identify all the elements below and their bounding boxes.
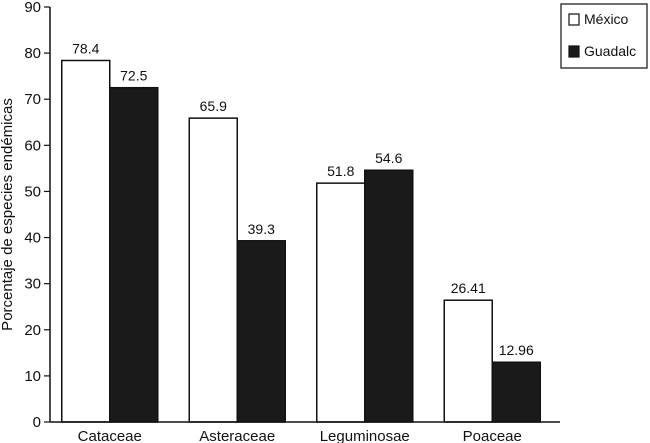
bar-mexico	[443, 299, 493, 423]
bar-guadalc	[364, 169, 414, 423]
category-label: Poaceae	[463, 428, 522, 443]
data-label: 26.41	[451, 280, 486, 296]
y-tick-label: 20	[24, 322, 41, 339]
y-tick-label: 30	[24, 276, 41, 293]
y-axis-ticks: 0 10 20 30 40 50 60 70 80 90	[24, 0, 50, 431]
data-label: 51.8	[327, 163, 354, 179]
y-tick-label: 80	[24, 45, 41, 62]
data-labels: 78.4 72.5 65.9 39.3 51.8 54.6 26.41 12.96	[72, 40, 534, 358]
category-label: Asteraceae	[199, 428, 275, 443]
y-tick-label: 10	[24, 368, 41, 385]
bar-guadalc	[236, 240, 286, 423]
data-label: 72.5	[120, 68, 147, 84]
bars	[61, 59, 541, 423]
bar-guadalc	[109, 86, 159, 423]
data-label: 54.6	[375, 150, 402, 166]
y-tick-label: 60	[24, 137, 41, 154]
y-tick-label: 0	[33, 414, 41, 431]
bar-mexico	[61, 59, 111, 423]
category-label: Cataceae	[78, 428, 142, 443]
bar-mexico	[316, 182, 366, 423]
data-label: 12.96	[499, 342, 534, 358]
y-tick-label: 90	[24, 0, 41, 16]
y-tick-label: 70	[24, 91, 41, 108]
y-tick-label: 40	[24, 230, 41, 247]
data-label: 39.3	[248, 221, 275, 237]
bar-guadalc	[491, 361, 541, 423]
data-label: 78.4	[72, 40, 99, 56]
category-label: Leguminosae	[320, 428, 410, 443]
bar-mexico	[188, 117, 238, 423]
legend: México Guadalc	[560, 3, 648, 69]
legend-label-mexico: México	[584, 11, 629, 27]
x-axis-category-labels: Cataceae Asteraceae Leguminosae Poaceae	[78, 428, 522, 443]
legend-swatch-mexico	[568, 13, 580, 26]
y-axis-title: Porcentaje de especies endémicas	[0, 98, 16, 331]
data-label: 65.9	[200, 98, 227, 114]
legend-swatch-guadalc	[568, 45, 580, 58]
y-tick-label: 50	[24, 183, 41, 200]
legend-label-guadalc: Guadalc	[584, 43, 636, 59]
